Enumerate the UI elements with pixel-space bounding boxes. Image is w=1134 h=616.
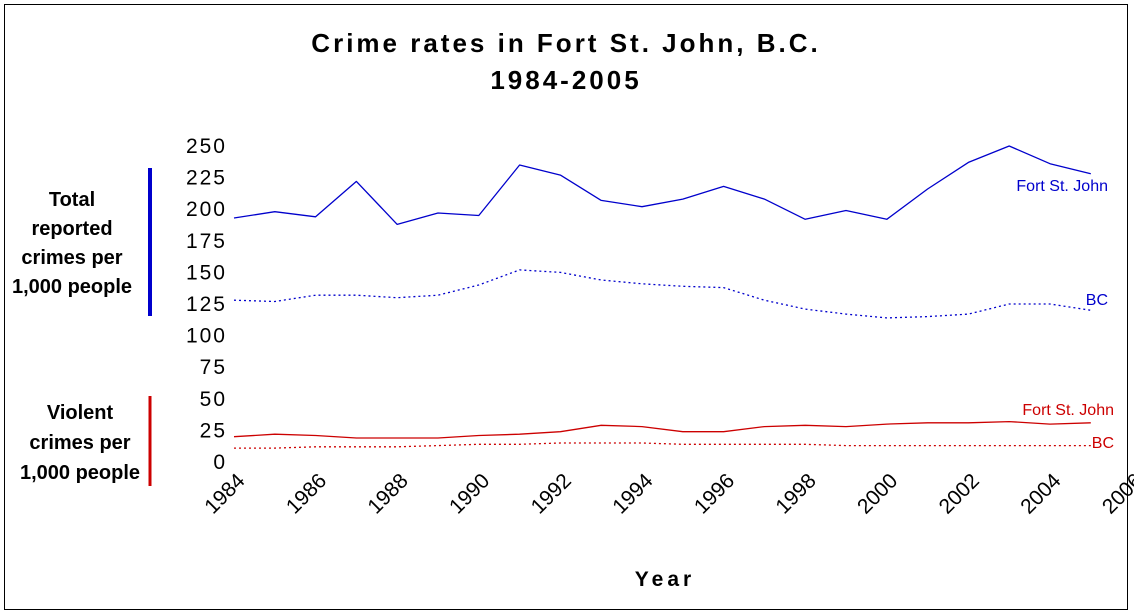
y-tick-label: 125 [186, 293, 227, 316]
series-label: BC [1086, 292, 1108, 309]
series-line [233, 420, 1091, 439]
x-tick-label: 1996 [690, 469, 739, 518]
y-axis-title-line: Violent [47, 402, 114, 424]
chart-title: Crime rates in Fort St. John, B.C. 1984-… [311, 28, 820, 95]
y-axis-title-line: crimes per [29, 432, 130, 454]
x-tick-label: 1998 [771, 469, 820, 518]
x-tick-label: 1990 [445, 469, 494, 518]
y-tick-label: 25 [200, 419, 227, 442]
y-axis-title-line: Total [49, 189, 95, 211]
x-tick-label: 2006 [1098, 469, 1134, 518]
chart-title-line-1: Crime rates in Fort St. John, B.C. [311, 28, 820, 58]
y-axis-title-line: reported [31, 218, 112, 240]
series-label: BC [1092, 435, 1114, 452]
y-tick-label: 225 [186, 167, 227, 190]
chart-title-line-2: 1984-2005 [490, 65, 641, 95]
x-tick-label: 1984 [200, 469, 250, 519]
y-tick-label: 50 [200, 388, 227, 411]
series-line [233, 145, 1091, 226]
x-axis: 1984 1986 1988 1990 1992 1994 1996 1998 2000 2002… [200, 469, 1134, 519]
series-label: Fort St. John [1022, 402, 1114, 419]
y-tick-label: 75 [200, 356, 227, 379]
series-label: Fort St. John [1016, 178, 1108, 195]
x-tick-label: 2002 [935, 469, 984, 518]
y-axis-title-line: 1,000 people [12, 276, 132, 298]
x-axis-title: Year [635, 568, 695, 591]
x-tick-label: 2000 [853, 469, 902, 518]
y-tick-label: 100 [186, 325, 227, 348]
x-tick-label: 2004 [1016, 469, 1066, 519]
y-tick-label: 250 [186, 135, 227, 158]
x-tick-label: 1986 [282, 469, 331, 518]
chart-frame [4, 4, 1128, 610]
x-tick-label: 1994 [608, 469, 658, 519]
plot-area: Fort St. John BC Fort St. John BC [233, 145, 1114, 452]
y-axis-labels: Total reported crimes per 1,000 people Viole… [12, 168, 152, 486]
y-axis-title-line: crimes per [21, 247, 122, 269]
x-tick-label: 1992 [527, 469, 576, 518]
y-tick-label: 0 [213, 451, 227, 474]
y-tick-label: 175 [186, 230, 227, 253]
y-axis-title-line: 1,000 people [20, 462, 140, 484]
y-tick-label: 150 [186, 261, 227, 284]
x-tick-label: 1988 [363, 469, 412, 518]
series-line [234, 442, 1091, 449]
series-line [233, 269, 1091, 319]
y-tick-label: 200 [186, 198, 227, 221]
